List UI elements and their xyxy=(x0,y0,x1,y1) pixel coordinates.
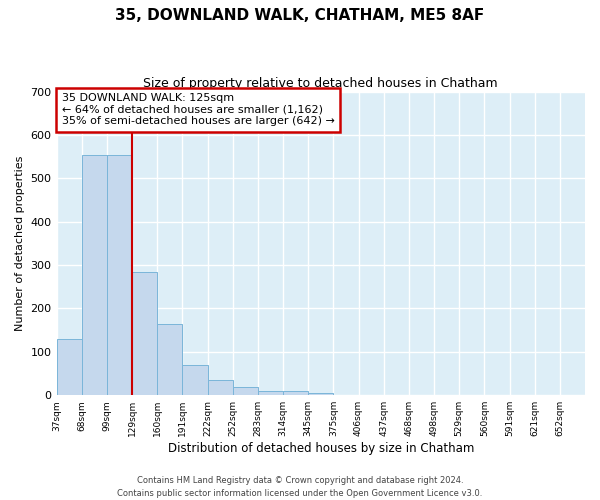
Text: 35, DOWNLAND WALK, CHATHAM, ME5 8AF: 35, DOWNLAND WALK, CHATHAM, ME5 8AF xyxy=(115,8,485,22)
Text: 35 DOWNLAND WALK: 125sqm
← 64% of detached houses are smaller (1,162)
35% of sem: 35 DOWNLAND WALK: 125sqm ← 64% of detach… xyxy=(62,93,335,126)
Bar xyxy=(182,365,208,395)
Text: Contains HM Land Registry data © Crown copyright and database right 2024.
Contai: Contains HM Land Registry data © Crown c… xyxy=(118,476,482,498)
Title: Size of property relative to detached houses in Chatham: Size of property relative to detached ho… xyxy=(143,78,498,90)
Bar xyxy=(157,324,182,395)
Bar xyxy=(56,339,82,395)
X-axis label: Distribution of detached houses by size in Chatham: Distribution of detached houses by size … xyxy=(167,442,474,455)
Bar xyxy=(308,393,334,395)
Bar xyxy=(258,391,283,395)
Bar xyxy=(283,391,308,395)
Bar xyxy=(132,272,157,395)
Bar xyxy=(82,154,107,395)
Bar xyxy=(107,154,132,395)
Bar xyxy=(233,386,258,395)
Bar xyxy=(208,380,233,395)
Y-axis label: Number of detached properties: Number of detached properties xyxy=(15,156,25,331)
